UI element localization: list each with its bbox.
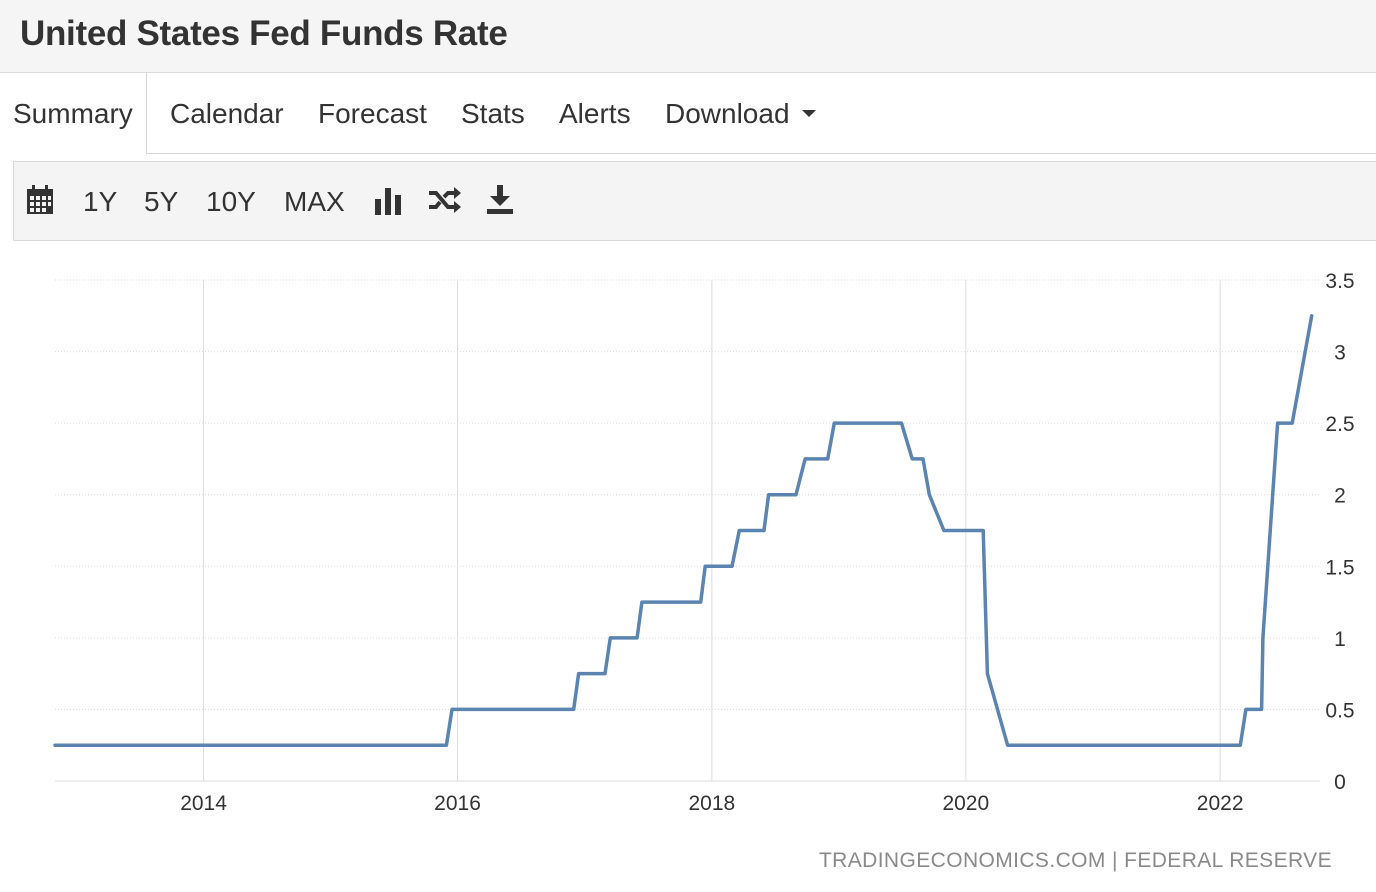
y-tick-label: 3.5	[1325, 270, 1354, 293]
y-axis-tick-labels: 0 0.5 1 1.5 2 2.5 3 3.5	[1325, 270, 1354, 794]
series-layer	[53, 314, 1314, 747]
tab-download-label: Download	[665, 98, 790, 129]
y-tick-label: 1.5	[1325, 556, 1354, 579]
x-tick-label: 2022	[1197, 792, 1244, 815]
title-bar: United States Fed Funds Rate	[0, 0, 1376, 73]
y-tick-label: 2	[1334, 485, 1346, 508]
tab-stats[interactable]: Stats	[461, 98, 525, 129]
x-tick-label: 2018	[688, 792, 735, 815]
calendar-icon[interactable]	[26, 185, 54, 215]
y-tick-label: 0.5	[1325, 699, 1354, 722]
range-10y-button[interactable]: 10Y	[206, 186, 256, 217]
tab-summary[interactable]: Summary	[0, 73, 147, 154]
x-tick-label: 2016	[434, 792, 481, 815]
tab-bar: Summary Calendar Forecast Stats Alerts D…	[0, 73, 1376, 154]
range-5y-button[interactable]: 5Y	[144, 186, 179, 217]
tab-forecast[interactable]: Forecast	[318, 98, 427, 129]
range-max-button[interactable]: MAX	[284, 186, 345, 217]
grid-lines	[55, 279, 1320, 782]
tab-download[interactable]: Download	[665, 73, 816, 153]
chart-toolbar: 1Y 5Y 10Y MAX	[13, 161, 1376, 241]
bar-chart-icon[interactable]	[374, 185, 404, 215]
fed-funds-rate-chart: 0 0.5 1 1.5 2 2.5 3 3.5 2014 2016 2018 2020 2022	[53, 270, 1355, 815]
range-1y-button[interactable]: 1Y	[83, 186, 118, 217]
shuffle-icon[interactable]	[428, 185, 462, 215]
y-tick-label: 1	[1334, 628, 1346, 651]
tab-alerts[interactable]: Alerts	[559, 98, 631, 129]
y-tick-label: 3	[1334, 342, 1346, 365]
x-tick-label: 2014	[180, 792, 227, 815]
tab-calendar[interactable]: Calendar	[170, 98, 284, 129]
chevron-down-icon	[801, 110, 816, 118]
y-tick-label: 2.5	[1325, 413, 1354, 436]
x-tick-label: 2020	[942, 792, 989, 815]
y-tick-label: 0	[1334, 771, 1346, 794]
rate-series-line[interactable]	[53, 314, 1314, 747]
download-icon[interactable]	[486, 185, 514, 215]
x-axis-tick-labels: 2014 2016 2018 2020 2022	[180, 792, 1243, 815]
chart-source-credit: TRADINGECONOMICS.COM | FEDERAL RESERVE	[818, 849, 1332, 872]
page-title: United States Fed Funds Rate	[20, 14, 508, 53]
